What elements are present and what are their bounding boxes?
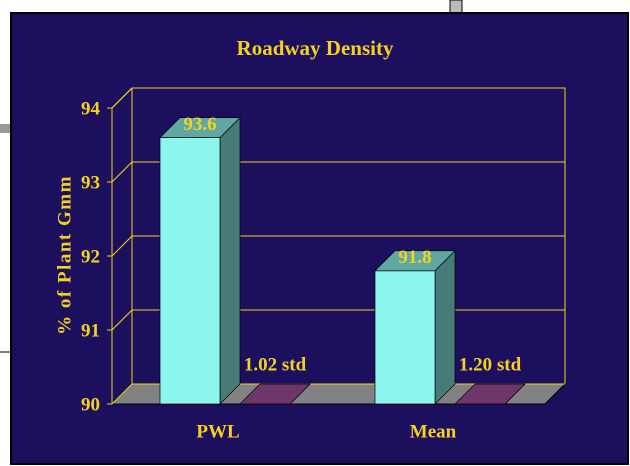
decor [0, 124, 12, 133]
bar [159, 137, 221, 405]
y-tick-label: 92 [81, 246, 100, 267]
x-tick-label: PWL [196, 421, 239, 442]
grid-line [111, 309, 133, 331]
y-tick-label: 94 [81, 98, 101, 119]
data-label: 1.02 std [244, 354, 307, 375]
decor [449, 0, 463, 15]
y-axis-title: % of Plant Gmm [54, 175, 75, 335]
bar-side [219, 116, 241, 405]
bar-top [239, 383, 311, 405]
bar-top [454, 383, 526, 405]
bar-side [434, 249, 456, 405]
y-tick-label: 93 [81, 172, 100, 193]
data-label: 1.20 std [459, 354, 522, 375]
y-tick-label: 90 [81, 394, 100, 415]
grid-line [111, 383, 133, 405]
grid-line [111, 161, 133, 183]
grid-line [111, 235, 133, 257]
y-tick-label: 91 [81, 320, 100, 341]
x-tick-label: Mean [410, 421, 457, 442]
data-label: 91.8 [398, 247, 431, 268]
chart-title: Roadway Density [237, 36, 394, 60]
grid-line [111, 87, 133, 109]
data-label: 93.6 [183, 114, 216, 135]
bar-top [159, 117, 241, 138]
bar-top [374, 250, 456, 272]
bar [374, 270, 436, 405]
